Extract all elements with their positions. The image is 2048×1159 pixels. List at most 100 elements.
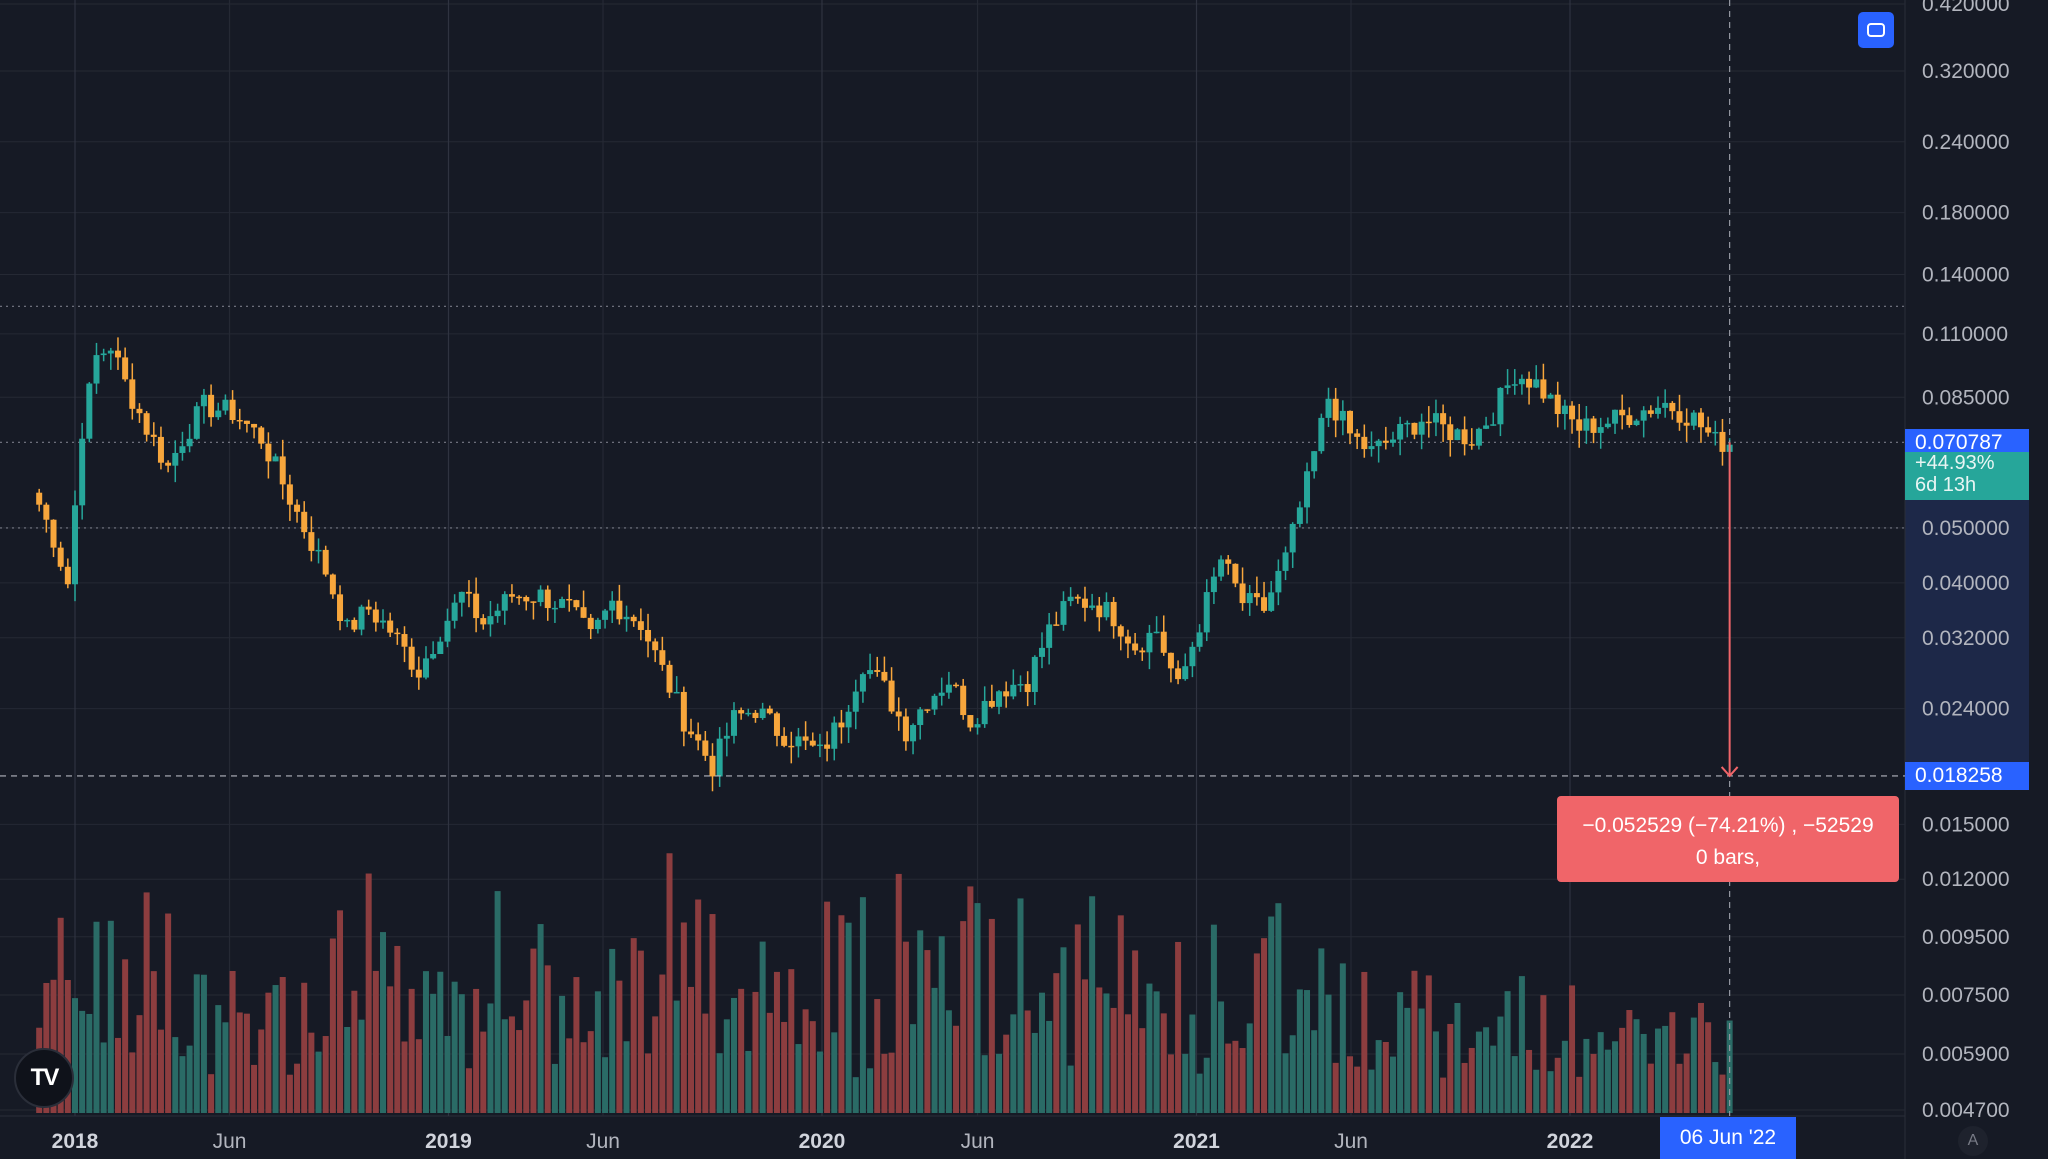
candle-body [938, 692, 945, 696]
volume-bar [72, 998, 78, 1113]
volume-bar [1633, 1019, 1640, 1113]
volume-bar [473, 988, 480, 1113]
y-tick-label: 0.004700 [1922, 1099, 2010, 1122]
volume-bar [322, 1036, 329, 1113]
candle-body [1081, 598, 1088, 608]
candle-body [172, 452, 179, 466]
volume-bar [917, 930, 924, 1113]
volume-bar [938, 936, 945, 1113]
volume-bar [122, 959, 129, 1113]
candle-body [516, 596, 523, 599]
candle-body [351, 619, 358, 630]
candle-body [537, 589, 544, 603]
candle-body [422, 658, 429, 678]
volume-bar [1096, 987, 1103, 1113]
candle-body [251, 423, 258, 428]
volume-bar [702, 1013, 709, 1113]
volume-bar [1124, 1014, 1131, 1113]
volume-bar [1346, 1056, 1353, 1113]
y-tick-label: 0.009500 [1922, 926, 2010, 949]
volume-bar [451, 981, 458, 1113]
candle-body [1626, 415, 1633, 426]
sync-icon [1867, 23, 1885, 37]
volume-bar [1268, 916, 1275, 1113]
candle-body [1289, 523, 1296, 553]
volume-bar [931, 987, 938, 1113]
volume-bar [344, 1027, 351, 1113]
candle-body [594, 619, 601, 630]
candle-body [544, 589, 551, 609]
sync-button[interactable] [1858, 12, 1894, 48]
volume-bar [1304, 990, 1311, 1113]
volume-bar [759, 941, 766, 1113]
candle-body [945, 684, 952, 693]
candle-body [688, 731, 695, 735]
candle-body [1561, 405, 1568, 414]
candle-body [1160, 631, 1167, 653]
volume-bar [1719, 1074, 1726, 1113]
candle-body [322, 549, 329, 575]
candle-body [1662, 402, 1669, 408]
volume-bar [680, 922, 687, 1113]
candle-body [953, 684, 960, 687]
volume-bar [465, 1068, 472, 1113]
volume-bar [1554, 1057, 1561, 1113]
volume-bar [537, 924, 544, 1113]
candle-body [301, 511, 308, 533]
volume-bar [1239, 1048, 1246, 1113]
volume-bar [1081, 979, 1088, 1113]
candle-body [179, 446, 186, 453]
candle-body [480, 618, 487, 625]
measure-change: −0.052529 (−74.21%) , −52529 [1582, 814, 1874, 837]
volume-bar [924, 950, 931, 1113]
volume-bar [272, 985, 279, 1113]
volume-bar [1619, 1027, 1626, 1113]
candle-body [1669, 402, 1676, 412]
volume-bar [294, 1063, 301, 1113]
candle-body [652, 641, 659, 651]
candle-body [666, 664, 673, 693]
volume-bar [1225, 1043, 1232, 1113]
candle-body [902, 716, 909, 742]
candle-body [1031, 656, 1038, 693]
candle-body [630, 616, 637, 622]
volume-bar [1275, 903, 1282, 1113]
candle-body [852, 691, 859, 712]
candle-body [1060, 601, 1067, 625]
volume-bar [888, 1052, 895, 1113]
candle-body [759, 708, 766, 719]
candle-body [752, 712, 759, 719]
volume-bar [530, 948, 537, 1113]
candle-body [1590, 418, 1597, 433]
volume-bar [974, 903, 981, 1113]
candle-body [988, 700, 995, 707]
candle-body [967, 715, 974, 728]
candle-body [867, 670, 874, 675]
candle-body [580, 607, 587, 618]
volume-bar [544, 965, 551, 1113]
volume-bar [659, 974, 666, 1113]
candle-body [458, 591, 465, 603]
volume-bar [157, 1029, 164, 1113]
volume-bar [824, 901, 831, 1113]
candle-body [931, 695, 938, 710]
volume-bar [186, 1045, 193, 1113]
volume-bar [308, 1032, 315, 1113]
volume-bar [1218, 1001, 1225, 1113]
volume-bar [1031, 1032, 1038, 1113]
volume-bar [1160, 1013, 1167, 1113]
auto-scale-button[interactable]: A [1958, 1126, 1988, 1156]
volume-bar [114, 1037, 121, 1113]
candle-body [1583, 418, 1590, 431]
volume-bar [902, 941, 909, 1113]
tradingview-logo[interactable]: TV [14, 1048, 74, 1108]
candle-body [86, 383, 93, 439]
volume-bar [1626, 1010, 1633, 1113]
volume-bar [616, 980, 623, 1113]
candle-body [1203, 592, 1210, 633]
volume-bar [1669, 1012, 1676, 1113]
volume-bar [165, 913, 172, 1113]
candle-body [1655, 407, 1662, 414]
